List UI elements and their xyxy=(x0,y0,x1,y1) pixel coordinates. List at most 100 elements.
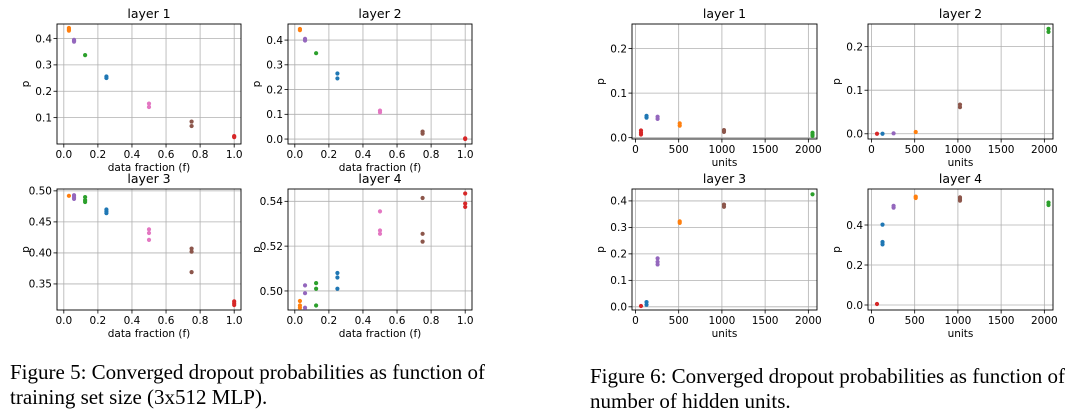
panel-title: layer 2 xyxy=(358,6,401,21)
data-point xyxy=(913,195,918,201)
y-axis-label: p xyxy=(20,80,32,87)
data-point xyxy=(810,192,815,197)
data-point xyxy=(874,301,880,307)
panel-title: layer 1 xyxy=(127,6,170,21)
data-point xyxy=(891,205,896,210)
data-point xyxy=(957,198,963,203)
x-axis-label: units xyxy=(948,328,974,340)
x-tick-label: 1.0 xyxy=(226,149,243,161)
y-tick-label: 0.50 xyxy=(260,286,283,298)
y-tick-label: 0.1 xyxy=(266,109,283,121)
data-point xyxy=(463,201,468,206)
x-tick-label: 1500 xyxy=(988,315,1015,327)
x-axis-label: units xyxy=(712,157,738,169)
data-point xyxy=(297,28,303,33)
data-point xyxy=(1046,26,1051,31)
data-point xyxy=(189,246,194,251)
axes-frame xyxy=(867,188,1054,311)
x-tick-label: 1500 xyxy=(752,315,779,327)
x-tick-label: 2000 xyxy=(795,144,822,156)
panel-title: layer 4 xyxy=(939,171,982,186)
x-tick-label: 0.0 xyxy=(55,315,72,327)
x-axis-label: units xyxy=(712,328,738,340)
y-tick-label: 0.54 xyxy=(260,196,284,208)
data-point xyxy=(335,76,340,81)
data-point xyxy=(71,196,77,202)
x-axis-label: data fraction (f) xyxy=(108,162,191,174)
data-point xyxy=(463,136,468,142)
x-tick-label: 0.8 xyxy=(423,149,440,161)
data-point xyxy=(66,193,72,198)
panel-title: layer 1 xyxy=(703,6,746,21)
axes-frame xyxy=(631,188,818,311)
fig6-panel-layer-3: 0 500 1000 1500 2000 0.0 0.1 0.2 0.3 0.4 layer 3 un… xyxy=(595,171,822,340)
data-point xyxy=(880,242,885,247)
data-point xyxy=(891,131,896,136)
x-tick-label: 0.6 xyxy=(158,149,175,161)
data-point xyxy=(314,286,319,291)
data-point xyxy=(302,38,308,43)
x-tick-label: 0.8 xyxy=(192,149,209,161)
data-point xyxy=(314,281,319,286)
y-tick-label: 0.1 xyxy=(610,275,627,287)
panel-title: layer 2 xyxy=(939,6,982,21)
data-point xyxy=(335,275,340,280)
x-tick-label: 1.0 xyxy=(226,315,243,327)
data-point xyxy=(66,25,72,31)
data-point xyxy=(146,237,152,242)
x-tick-label: 500 xyxy=(905,144,925,156)
data-point xyxy=(655,262,660,267)
x-tick-label: 0.0 xyxy=(286,315,303,327)
data-point xyxy=(335,270,340,276)
x-tick-label: 0.2 xyxy=(90,149,107,161)
x-axis-label: data fraction (f) xyxy=(108,328,191,340)
x-tick-label: 2000 xyxy=(1031,144,1058,156)
axes-frame xyxy=(287,188,473,311)
data-point xyxy=(420,239,425,244)
data-point xyxy=(1046,202,1051,208)
x-tick-label: 0.8 xyxy=(423,315,440,327)
data-point xyxy=(420,131,425,136)
data-point xyxy=(655,116,660,122)
y-tick-label: 0.0 xyxy=(846,300,863,312)
x-tick-label: 1500 xyxy=(752,144,779,156)
x-tick-label: 1500 xyxy=(988,144,1015,156)
data-point xyxy=(71,38,77,43)
x-tick-label: 0.8 xyxy=(192,315,209,327)
data-point xyxy=(232,302,237,308)
y-tick-label: 0.1 xyxy=(35,112,52,124)
x-tick-label: 0.6 xyxy=(389,149,406,161)
data-point xyxy=(189,270,194,275)
x-tick-label: 1000 xyxy=(709,315,736,327)
y-axis-label: p xyxy=(831,78,843,85)
data-point xyxy=(957,105,963,110)
data-point xyxy=(104,211,109,216)
x-axis-label: units xyxy=(948,157,974,169)
data-point xyxy=(874,131,880,136)
y-tick-label: 0.0 xyxy=(846,129,863,141)
fig6-panel-layer-4: 0 500 1000 1500 2000 0.0 0.2 0.4 layer 4 units p xyxy=(831,171,1058,340)
y-tick-label: 0.0 xyxy=(266,134,283,146)
data-point xyxy=(83,194,88,200)
figure-5-caption: Figure 5: Converged dropout probabilitie… xyxy=(10,360,485,409)
data-point xyxy=(146,101,152,106)
data-point xyxy=(189,123,194,129)
data-point xyxy=(677,220,682,225)
y-tick-label: 0.2 xyxy=(846,260,863,272)
y-tick-label: 0.35 xyxy=(29,279,52,291)
axes-frame xyxy=(631,23,818,140)
data-point xyxy=(314,51,319,56)
fig5-panel-layer-2: 0.0 0.2 0.4 0.6 0.8 1.0 0.0 0.1 0.2 0.3 0.4 layer 2… xyxy=(251,6,474,174)
axes-frame xyxy=(56,23,242,145)
data-point xyxy=(302,291,308,296)
x-tick-label: 1000 xyxy=(945,315,972,327)
data-point xyxy=(638,303,644,309)
x-tick-label: 0.4 xyxy=(124,315,141,327)
axes-frame xyxy=(867,23,1054,140)
data-point xyxy=(377,228,383,233)
figure-6-caption: Figure 6: Converged dropout probabilitie… xyxy=(590,364,1065,413)
x-tick-label: 500 xyxy=(669,315,689,327)
y-tick-label: 0.4 xyxy=(266,35,283,47)
x-axis-label: data fraction (f) xyxy=(339,162,422,174)
panel-title: layer 3 xyxy=(127,171,170,186)
